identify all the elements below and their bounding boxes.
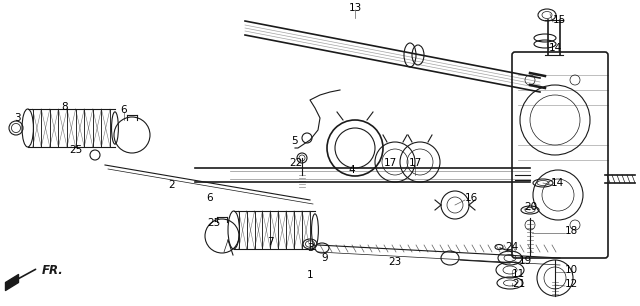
Text: 25: 25 — [68, 145, 82, 155]
Text: 6: 6 — [121, 105, 127, 115]
Text: 1: 1 — [307, 270, 314, 280]
Text: FR.: FR. — [42, 263, 64, 277]
Text: 24: 24 — [505, 242, 518, 252]
Text: 16: 16 — [465, 193, 478, 203]
Text: 6: 6 — [207, 193, 213, 203]
Text: 2: 2 — [169, 180, 175, 190]
Text: 23: 23 — [388, 257, 402, 267]
Text: 8: 8 — [61, 102, 68, 112]
Text: 13: 13 — [348, 3, 362, 13]
Text: 14: 14 — [549, 43, 563, 53]
Text: 12: 12 — [565, 279, 579, 289]
Text: 5: 5 — [291, 136, 298, 146]
Text: 18: 18 — [565, 226, 579, 236]
Text: 7: 7 — [267, 237, 273, 247]
Text: 21: 21 — [512, 279, 525, 289]
Text: 9: 9 — [322, 253, 328, 263]
Text: 25: 25 — [207, 218, 220, 228]
Text: 19: 19 — [519, 256, 532, 266]
Text: 17: 17 — [383, 158, 397, 168]
Text: 14: 14 — [551, 178, 564, 188]
Text: 17: 17 — [408, 158, 422, 168]
Text: 4: 4 — [349, 165, 355, 175]
Text: 20: 20 — [524, 202, 537, 212]
Text: 3: 3 — [13, 113, 20, 123]
Text: 22: 22 — [289, 158, 303, 168]
Text: 15: 15 — [553, 15, 566, 25]
Text: 10: 10 — [565, 265, 578, 275]
Text: 11: 11 — [512, 269, 525, 279]
Text: 3: 3 — [307, 243, 314, 253]
